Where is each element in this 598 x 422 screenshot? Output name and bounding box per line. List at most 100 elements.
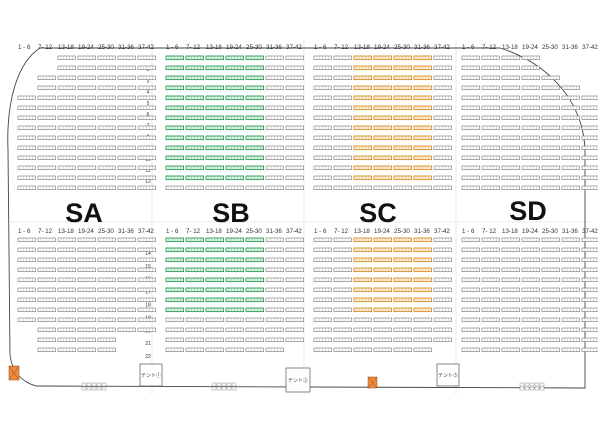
bench-seat — [221, 386, 227, 391]
venue-boundary — [7, 47, 586, 389]
stand-2-box[interactable] — [285, 367, 311, 393]
column-header: 7- 12 — [482, 44, 497, 51]
section-labels: SA SB SC SD — [65, 196, 547, 228]
section-dividers — [10, 40, 590, 395]
bench-seat — [101, 382, 107, 387]
bench-seat — [211, 386, 217, 391]
bench-seat — [524, 386, 530, 391]
stand-1-label: テント① — [141, 372, 161, 379]
bench-seat — [519, 386, 525, 391]
row-number: 6 — [147, 112, 150, 118]
column-header: 25-30 — [98, 44, 114, 51]
column-header: 19-24 — [226, 44, 242, 51]
column-header: 13-18 — [354, 44, 370, 51]
bench-seat — [86, 382, 92, 387]
seat-block[interactable] — [581, 347, 598, 352]
seat-block[interactable] — [581, 327, 598, 332]
seat-block[interactable] — [581, 115, 598, 120]
row-number: 21 — [145, 341, 151, 347]
seat-block[interactable] — [581, 165, 598, 170]
seat-block[interactable] — [581, 125, 598, 130]
column-header: 13-18 — [206, 44, 222, 51]
column-header: 37-42 — [582, 228, 598, 235]
seat-blocks — [17, 55, 598, 352]
stand-1-box[interactable] — [139, 363, 163, 387]
row-number: 4 — [147, 90, 150, 96]
seat-block[interactable] — [581, 267, 598, 272]
column-header: 13-18 — [58, 228, 74, 235]
column-header: 37-42 — [434, 228, 450, 235]
bench-seat — [91, 382, 97, 387]
section-label-sa: SA — [65, 198, 103, 228]
bench-seat — [539, 386, 545, 391]
section-label-sd: SD — [509, 196, 547, 226]
bench-seat — [534, 386, 540, 391]
seat-block[interactable] — [581, 297, 598, 302]
seat-block[interactable] — [581, 287, 598, 292]
bench-seat — [226, 386, 232, 391]
row-number: 18 — [145, 303, 151, 309]
column-header: 19-24 — [226, 228, 242, 235]
seat-block[interactable] — [581, 247, 598, 252]
seat-block[interactable] — [581, 237, 598, 242]
column-header: 37-42 — [286, 228, 302, 235]
column-header: 13-18 — [206, 228, 222, 235]
bench-seat — [524, 382, 530, 387]
bench-seat — [101, 386, 107, 391]
column-header: 25-30 — [394, 44, 410, 51]
bench-seat — [81, 386, 87, 391]
column-header: 25-30 — [394, 228, 410, 235]
stand-3-box[interactable] — [436, 363, 460, 387]
bench-seat — [539, 382, 545, 387]
column-header: 19-24 — [78, 228, 94, 235]
bench-seat — [216, 386, 222, 391]
seat-block[interactable] — [581, 257, 598, 262]
row-numbers: 12345678910111213141516171819202122 — [145, 56, 151, 360]
row-number: 2 — [147, 67, 150, 73]
column-header: 1 - 6 — [18, 228, 31, 235]
row-number: 5 — [147, 101, 150, 107]
orange-marker-cross — [8, 365, 20, 381]
seat-block[interactable] — [581, 277, 598, 282]
column-headers: 1 - 6 7- 12 13-18 19-24 25-30 31-36 37-42 1 - 6… — [18, 44, 598, 235]
seat-block[interactable] — [581, 337, 598, 342]
column-header: 31-36 — [118, 228, 134, 235]
seat-block[interactable] — [581, 95, 598, 100]
bench-seat — [96, 386, 102, 391]
column-header: 19-24 — [78, 44, 94, 51]
seat-block[interactable] — [581, 155, 598, 160]
column-header: 31-36 — [562, 228, 578, 235]
row-number: 11 — [145, 168, 150, 174]
column-header: 7- 12 — [38, 228, 53, 235]
column-header: 37-42 — [434, 44, 450, 51]
column-header: 25-30 — [246, 44, 262, 51]
bench-seat — [529, 386, 535, 391]
bench-seat — [534, 382, 540, 387]
column-header: 1 - 6 — [314, 228, 327, 235]
seat-block[interactable] — [581, 145, 598, 150]
bench-seat — [226, 382, 232, 387]
column-header: 31-36 — [414, 44, 430, 51]
row-number: 14 — [145, 251, 151, 257]
seat-block[interactable] — [581, 135, 598, 140]
column-header: 19-24 — [522, 228, 538, 235]
seat-block[interactable] — [581, 307, 598, 312]
seat-block[interactable] — [581, 175, 598, 180]
column-header: 25-30 — [542, 228, 558, 235]
bench-seat — [91, 386, 97, 391]
seat-block[interactable] — [581, 185, 598, 190]
column-header: 1 - 6 — [18, 44, 31, 51]
bench-seat — [221, 382, 227, 387]
bench-seat — [96, 382, 102, 387]
column-header: 25-30 — [98, 228, 114, 235]
row-number: 12 — [145, 179, 151, 185]
column-header: 7- 12 — [334, 228, 349, 235]
seat-block[interactable] — [581, 105, 598, 110]
column-header: 31-36 — [414, 228, 430, 235]
column-header: 37-42 — [286, 44, 302, 51]
seat-block[interactable] — [581, 317, 598, 322]
column-header: 1 - 6 — [462, 228, 475, 235]
stand-2-label: テント② — [288, 377, 308, 384]
column-header: 7- 12 — [186, 44, 201, 51]
